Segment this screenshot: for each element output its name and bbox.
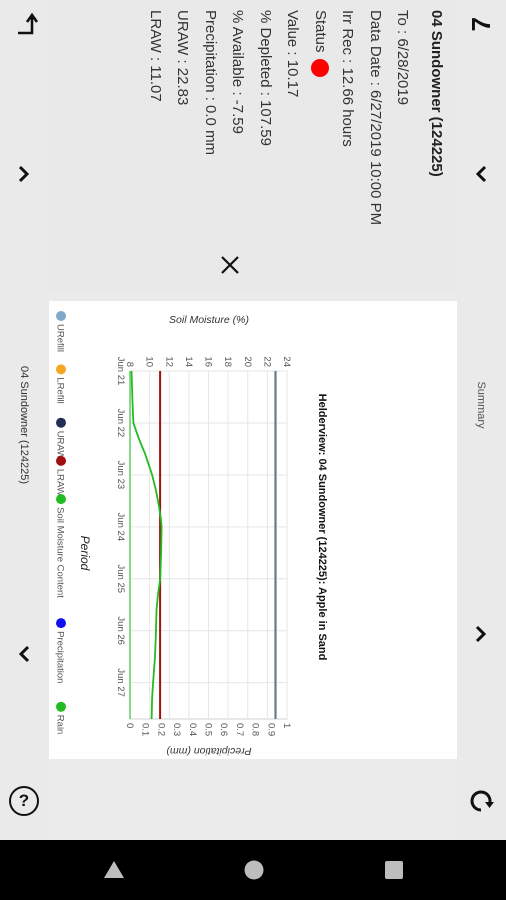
legend-marker: [56, 311, 66, 321]
chevron-down-icon: [476, 165, 487, 183]
y2-tick-label: 0.8: [250, 723, 261, 736]
legend-marker: [56, 701, 66, 712]
refresh-button[interactable]: [457, 761, 506, 840]
y-tick-label: 22: [261, 356, 272, 367]
legend-label: Soil Moisture Content: [55, 507, 66, 598]
next-button[interactable]: [0, 551, 49, 757]
value: Value : 10.17: [284, 10, 302, 98]
y-tick-label: 8: [124, 362, 135, 367]
legend-marker: [56, 494, 66, 505]
pct-available: % Available : -7.59: [229, 10, 247, 134]
x-tick-label: Jun 21: [115, 357, 126, 386]
tab-station-label: 04 Sundowner (124225): [18, 365, 31, 485]
landscape-content: 7 Summary 04 Sundowner (124225) To : 6/2…: [0, 0, 506, 840]
y2-tick-label: 0.6: [218, 723, 229, 736]
y2-tick-label: 0.2: [155, 723, 166, 736]
chevron-up-icon: [19, 165, 30, 183]
legend-marker: [56, 618, 66, 629]
legend-marker: [56, 455, 66, 466]
soil-moisture-chart: Helderview: 04 Sundowner (124225): Apple…: [55, 311, 328, 757]
tab-summary-label: Summary: [475, 381, 488, 429]
chevron-up-icon: [476, 625, 487, 643]
previous-button[interactable]: [457, 511, 506, 757]
scroll-down-button[interactable]: [457, 51, 506, 297]
y-tick-label: 10: [144, 356, 155, 367]
y2-axis-label: Precipitation (mm): [166, 745, 251, 757]
y-tick-label: 24: [281, 356, 292, 367]
x-tick-label: Jun 22: [115, 409, 126, 438]
series-line-soil-moisture-content: [130, 370, 163, 720]
y2-tick-label: 0: [124, 723, 135, 728]
back-arrow-icon: [18, 12, 39, 34]
x-tick-label: Jun 25: [115, 564, 126, 593]
legend-marker: [56, 364, 66, 375]
y-tick-label: 14: [183, 356, 194, 367]
chevron-down-icon: [19, 645, 30, 663]
y2-tick-label: 0.4: [187, 723, 198, 736]
chart-panel: Helderview: 04 Sundowner (124225): Apple…: [49, 301, 457, 759]
system-nav-bar: [0, 840, 506, 900]
y2-tick-label: 0.7: [234, 723, 245, 736]
back-button[interactable]: [0, 0, 49, 49]
y2-tick-label: 0.9: [265, 723, 276, 736]
legend-label: URefill: [55, 324, 66, 352]
y2-tick-label: 0.5: [203, 723, 214, 736]
menu-button[interactable]: 7: [457, 0, 506, 49]
y2-tick-label: 1: [281, 723, 292, 728]
y-tick-label: 12: [163, 356, 174, 367]
help-icon: ?: [9, 785, 40, 816]
y-axis-label: Soil Moisture (%): [169, 314, 249, 326]
back-nav-icon: [104, 861, 124, 878]
station-title: 04 Sundowner (124225): [428, 10, 445, 177]
precipitation: Precipitation : 0.0 mm: [201, 10, 219, 156]
data-date: Data Date : 6/27/2019 10:00 PM: [366, 10, 384, 226]
y-tick-label: 18: [222, 356, 233, 367]
legend-label: LRefill: [55, 377, 66, 403]
home-nav-icon: [244, 860, 264, 880]
tab-summary[interactable]: Summary: [457, 301, 506, 509]
irr-rec: Irr Rec : 12.66 hours: [339, 10, 357, 147]
uraw: URAW : 22.83: [174, 10, 192, 106]
close-button[interactable]: [215, 250, 245, 280]
help-glyph: ?: [19, 790, 30, 810]
recents-nav-icon: [385, 861, 403, 879]
status-label: Status: [311, 10, 329, 53]
tab-station[interactable]: 04 Sundowner (124225): [0, 301, 49, 549]
y2-tick-label: 0.3: [171, 723, 182, 736]
x-axis-label: Period: [78, 536, 92, 571]
refresh-icon: [471, 790, 495, 811]
pct-depleted: % Depleted : 107.59: [256, 10, 274, 146]
x-tick-label: Jun 26: [115, 616, 126, 645]
close-icon: [221, 256, 239, 274]
y-tick-label: 16: [203, 356, 214, 367]
x-tick-label: Jun 23: [115, 461, 126, 490]
legend-label: LRAW: [55, 469, 66, 496]
help-button[interactable]: ?: [0, 761, 49, 840]
chart-title: Helderview: 04 Sundowner (124225): Apple…: [316, 394, 328, 661]
x-tick-label: Jun 27: [115, 668, 126, 697]
chart-legend: URefill LRefill URAW LRAW Soil Moisture Cont…: [55, 311, 66, 735]
legend-label: URAW: [55, 431, 66, 460]
y-tick-label: 20: [242, 356, 253, 367]
legend-marker: [56, 417, 66, 428]
plot-area: 8 10 12 14 16 18 20 22 24 0 0.1 0.2 0.3 0.4 0.5 0.6 0.7 0…: [115, 356, 292, 736]
x-tick-label: Jun 24: [115, 513, 126, 542]
status-indicator: [310, 58, 329, 77]
station-info-card: 04 Sundowner (124225) To : 6/28/2019 Dat…: [49, 0, 457, 292]
home-nav: [104, 860, 403, 880]
legend-label: Rain: [55, 715, 66, 735]
scroll-up-button[interactable]: [0, 51, 49, 297]
status-row: Status: [306, 10, 334, 282]
menu-icon: 7: [466, 17, 496, 32]
y2-tick-label: 0.1: [140, 723, 151, 736]
lraw: LRAW : 11.07: [146, 10, 164, 102]
legend-label: Precipitation: [55, 631, 66, 683]
to-date: To : 6/28/2019: [394, 10, 412, 106]
